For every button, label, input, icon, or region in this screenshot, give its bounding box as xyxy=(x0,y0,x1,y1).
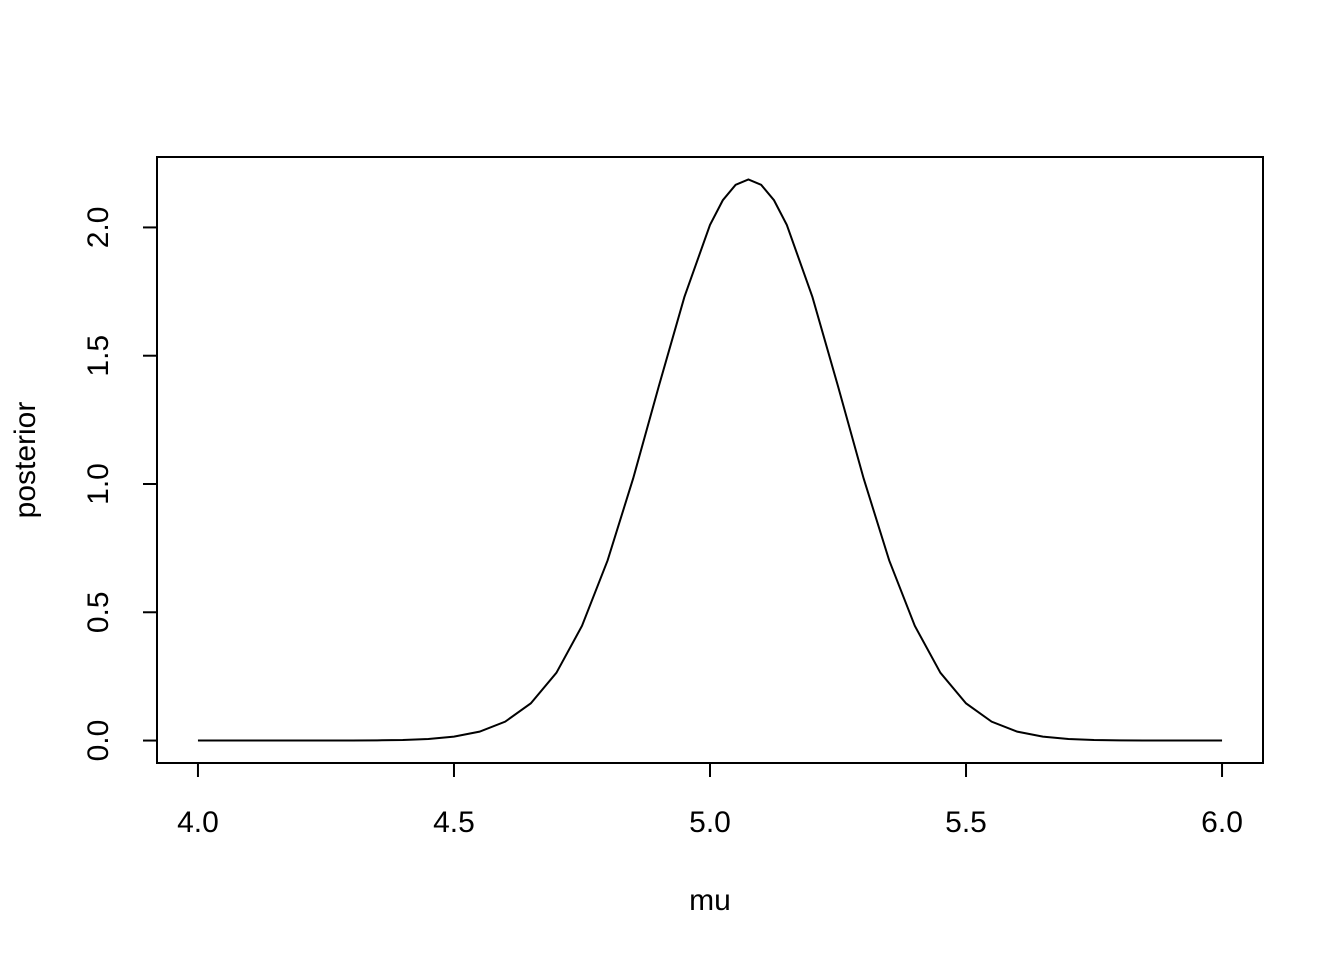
y-axis-label: posterior xyxy=(9,402,42,519)
y-tick-label: 0.0 xyxy=(82,720,115,762)
y-tick-label: 1.5 xyxy=(82,335,115,377)
x-tick-label: 5.5 xyxy=(945,806,987,839)
x-tick-label: 4.5 xyxy=(433,806,475,839)
posterior-curve xyxy=(197,178,1223,742)
x-tick-label: 5.0 xyxy=(689,806,731,839)
y-tick-label: 2.0 xyxy=(82,207,115,249)
y-tick-label: 0.5 xyxy=(82,591,115,633)
x-axis-label: mu xyxy=(689,884,731,917)
y-tick-label: 1.0 xyxy=(82,463,115,505)
x-tick-label: 4.0 xyxy=(177,806,219,839)
x-tick-label: 6.0 xyxy=(1201,806,1243,839)
plot-frame xyxy=(156,156,1264,764)
